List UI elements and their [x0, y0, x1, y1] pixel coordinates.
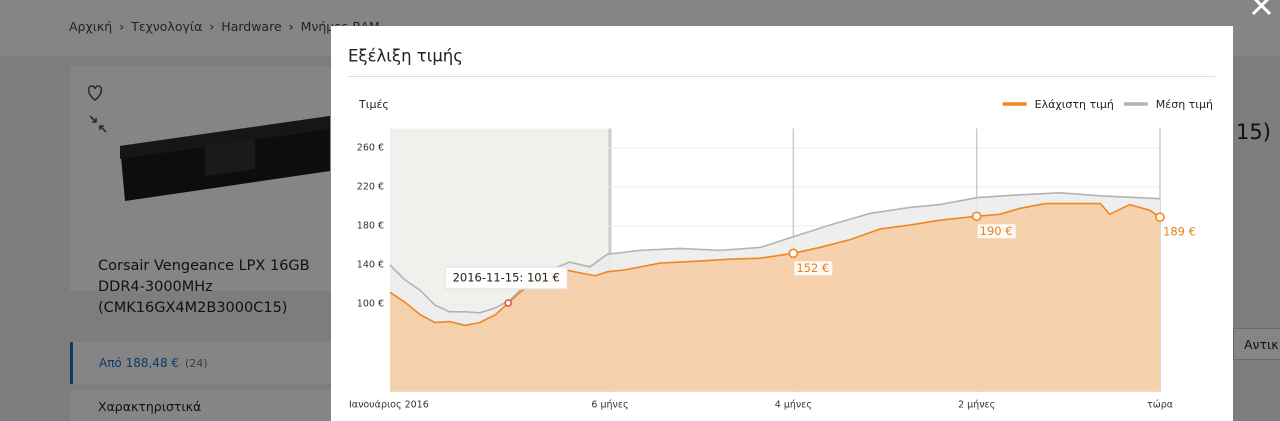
label-bg: [977, 224, 1016, 239]
offer-count: (24): [185, 357, 208, 370]
compare-icon[interactable]: [89, 115, 107, 133]
price: Από 188,48 €: [99, 356, 180, 370]
button[interactable]: Αντικ: [1233, 328, 1280, 360]
legend-label: Μέση τιμή: [1156, 98, 1213, 111]
y-tick-label: 180 €: [357, 221, 384, 232]
label-bg: [794, 261, 833, 276]
point-marker: [788, 248, 799, 259]
line: [389, 202, 1161, 327]
y-tick-label: 260 €: [357, 143, 384, 154]
product-card: Corsair Vengeance LPX 16GB DDR4-3000MHz …: [70, 66, 340, 316]
y-tick-label: 100 €: [357, 299, 384, 310]
product-image: [120, 116, 330, 201]
separator: ›: [284, 19, 298, 34]
y-axis-label: Τιμές: [358, 98, 389, 111]
tooltip-box: [444, 266, 568, 290]
data-label: 152 €: [796, 261, 829, 275]
tooltip-text: 2016-11-15: 101 €: [453, 271, 560, 285]
label-bg: [1161, 225, 1199, 240]
price-tab[interactable]: Από 188,48 € (24): [70, 342, 340, 384]
legend-label: Ελάχιστη τιμή: [1035, 98, 1114, 111]
close-button[interactable]: [1250, 0, 1278, 20]
icons: [87, 85, 107, 133]
spec-tab[interactable]: Χαρακτηριστικά: [70, 390, 340, 421]
x-tick-label: Ιανουάριος 2016: [349, 400, 429, 411]
breadcrumb: Αρχική › Τεχνολογία › Hardware › Μνήμες …: [69, 19, 380, 34]
separator: ›: [115, 19, 129, 34]
spec-tab-label: Χαρακτηριστικά: [98, 399, 202, 414]
data-label: 189 €: [1163, 225, 1196, 239]
tooltip-point: [504, 299, 512, 307]
separator: ›: [205, 19, 219, 34]
heading-fragment: 15): [1236, 120, 1271, 144]
heart-icon[interactable]: [87, 85, 103, 102]
breadcrumb-item[interactable]: Τεχνολογία: [131, 19, 203, 34]
modal-title: Εξέλιξη τιμής: [348, 47, 463, 66]
x-tick-label: 6 μήνες: [591, 400, 628, 411]
product-name: Corsair Vengeance LPX 16GB DDR4-3000MHz …: [98, 258, 310, 316]
x-tick-label: 2 μήνες: [958, 400, 995, 411]
breadcrumb-item[interactable]: Αρχική: [69, 19, 113, 34]
area: [390, 203, 1160, 392]
point-marker: [971, 211, 982, 222]
line: [389, 192, 1161, 314]
breadcrumb-item[interactable]: Hardware: [221, 19, 282, 34]
point-marker: [1155, 212, 1165, 223]
data-label: 190 €: [980, 224, 1013, 238]
x-tick-label: 4 μήνες: [775, 400, 812, 411]
button-label: Αντικ: [1244, 337, 1279, 352]
x-tick-label: τώρα: [1147, 400, 1173, 411]
y-tick-label: 220 €: [357, 182, 384, 193]
y-tick-label: 140 €: [357, 260, 384, 271]
